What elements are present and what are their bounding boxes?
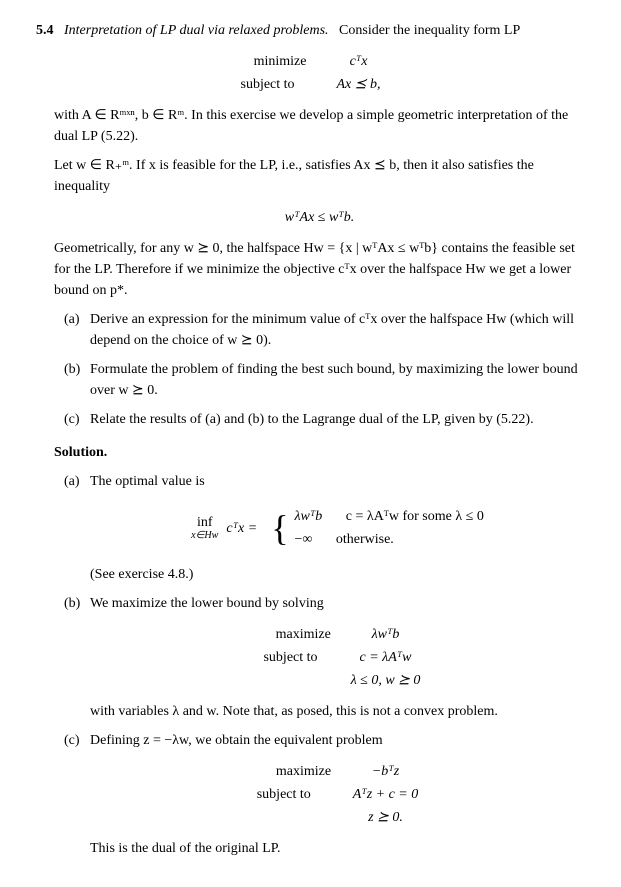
case1-cond: c = λAᵀw for some λ ≤ 0 (346, 509, 484, 524)
solution-label: Solution. (54, 442, 585, 463)
solution-b-note: with variables λ and w. Note that, as po… (90, 701, 585, 722)
inf-expr: cᵀx = (226, 518, 257, 539)
problem-header: 5.4 Interpretation of LP dual via relaxe… (36, 20, 585, 41)
solution-a-ref: (See exercise 4.8.) (90, 564, 585, 585)
c-maximize-label: maximize (276, 761, 356, 782)
c-subject-label: subject to (257, 784, 337, 805)
geometric-text: Geometrically, for any w ⪰ 0, the halfsp… (54, 238, 585, 301)
with-text: with A ∈ Rᵐˣⁿ, b ∈ Rᵐ. In this exercise … (54, 105, 585, 147)
b-blank-label (255, 670, 335, 691)
part-a-text: Derive an expression for the minimum val… (90, 309, 585, 351)
solution-b: (b) We maximize the lower bound by solvi… (64, 593, 585, 722)
marker-b: (b) (64, 359, 90, 401)
minimize-label: minimize (254, 51, 334, 72)
solution-c-conclusion: This is the dual of the original LP. (90, 838, 585, 859)
c-blank-label (272, 807, 352, 828)
subject-label: subject to (241, 74, 321, 95)
marker-b-sol: (b) (64, 593, 90, 722)
inf-domain: x∈Hw (191, 530, 218, 541)
subject-expr: Ax ⪯ b, (337, 74, 381, 95)
part-b-text: Formulate the problem of finding the bes… (90, 359, 585, 401)
b-maximize-label: maximize (276, 624, 356, 645)
marker-c-sol: (c) (64, 730, 90, 859)
solution-b-problem: maximize λwᵀb subject to c = λAᵀw λ ≤ 0,… (90, 624, 585, 691)
problem-intro: Consider the inequality form LP (339, 23, 520, 38)
case2-cond: otherwise. (336, 532, 394, 547)
marker-c: (c) (64, 409, 90, 430)
let-text: Let w ∈ R₊ᵐ. If x is feasible for the LP… (54, 155, 585, 197)
part-c-text: Relate the results of (a) and (b) to the… (90, 409, 585, 430)
b-subject-expr1: c = λAᵀw (359, 647, 411, 668)
case1-expr: λwᵀb (294, 509, 322, 524)
left-brace-icon: { (271, 510, 288, 546)
case2-expr: −∞ (294, 532, 312, 547)
solution-b-intro: We maximize the lower bound by solving (90, 596, 324, 611)
problem-number: 5.4 (36, 23, 54, 38)
b-maximize-expr: λwᵀb (372, 624, 400, 645)
problem-title: Interpretation of LP dual via relaxed pr… (64, 23, 329, 38)
part-a: (a) Derive an expression for the minimum… (64, 309, 585, 351)
marker-a: (a) (64, 309, 90, 351)
c-maximize-expr: −bᵀz (372, 761, 399, 782)
solution-c: (c) Defining z = −λw, we obtain the equi… (64, 730, 585, 859)
solution-a: (a) The optimal value is inf x∈Hw cᵀx = … (64, 471, 585, 585)
solution-c-intro: Defining z = −λw, we obtain the equivale… (90, 733, 383, 748)
lp-formulation: minimize cᵀx subject to Ax ⪯ b, (36, 51, 585, 95)
part-c: (c) Relate the results of (a) and (b) to… (64, 409, 585, 430)
inequality: wᵀAx ≤ wᵀb. (54, 207, 585, 228)
b-subject-label: subject to (263, 647, 343, 668)
c-subject-expr1: Aᵀz + c = 0 (353, 784, 419, 805)
marker-a-sol: (a) (64, 471, 90, 585)
part-b: (b) Formulate the problem of finding the… (64, 359, 585, 401)
solution-c-problem: maximize −bᵀz subject to Aᵀz + c = 0 z ⪰… (90, 761, 585, 828)
solution-a-equation: inf x∈Hw cᵀx = { λwᵀb c = λAᵀw for some … (90, 504, 585, 552)
c-subject-expr2: z ⪰ 0. (368, 807, 403, 828)
minimize-expr: cᵀx (350, 51, 368, 72)
inf-label: inf (197, 515, 213, 530)
b-subject-expr2: λ ≤ 0, w ⪰ 0 (351, 670, 421, 691)
solution-a-intro: The optimal value is (90, 474, 205, 489)
